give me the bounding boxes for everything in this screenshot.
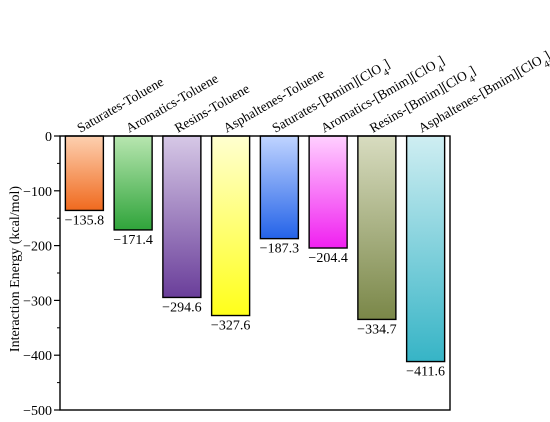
- value-label-6: −204.4: [308, 251, 347, 266]
- y-axis-title: Interaction Energy (kcal/mol): [8, 186, 23, 352]
- bar-4: [210, 135, 251, 317]
- value-label-1: −135.8: [65, 213, 104, 228]
- bar-2: [113, 135, 153, 231]
- value-label-3: −294.6: [162, 300, 201, 315]
- bar-8: [405, 135, 446, 363]
- y-tick-label-3: −200: [23, 240, 52, 255]
- bar-6: [308, 135, 348, 249]
- y-tick-label-6: −500: [23, 404, 52, 419]
- y-tick-label-2: −100: [23, 185, 52, 200]
- bar-1: [64, 135, 105, 212]
- value-label-7: −334.7: [357, 322, 396, 337]
- y-tick-label-1: 0: [45, 130, 52, 145]
- value-label-5: −187.3: [260, 242, 299, 257]
- y-tick-label-5: −400: [23, 349, 52, 364]
- axes: [54, 135, 451, 411]
- value-label-2: −171.4: [113, 233, 152, 248]
- value-label-8: −411.6: [406, 365, 445, 380]
- bar-5: [259, 135, 300, 240]
- bar-3: [162, 135, 202, 299]
- bar-7: [357, 135, 397, 321]
- y-tick-label-4: −300: [23, 294, 52, 309]
- value-label-4: −327.6: [211, 319, 250, 334]
